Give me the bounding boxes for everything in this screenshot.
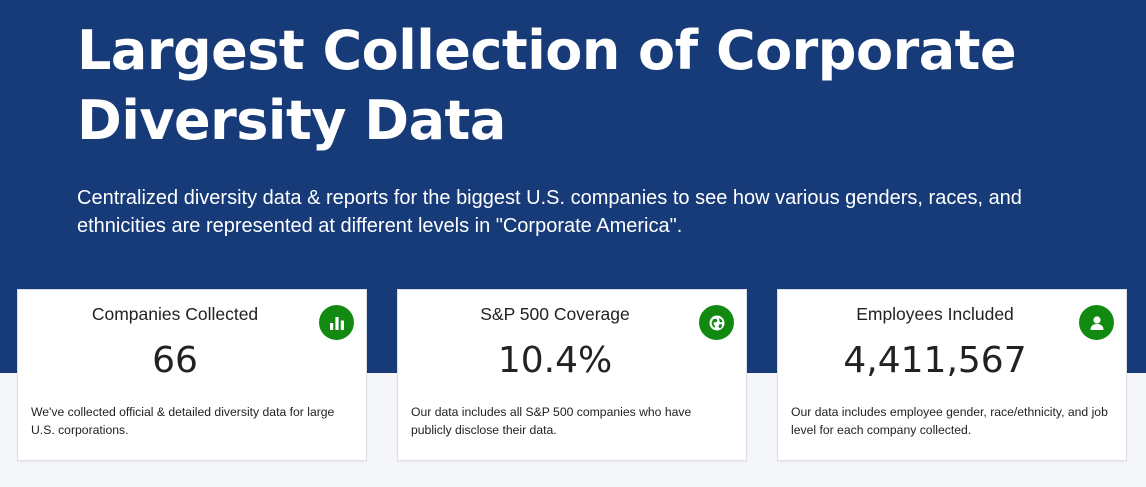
user-icon xyxy=(1079,305,1114,340)
stat-card-description: Our data includes employee gender, race/… xyxy=(791,405,1108,437)
stat-card-companies: Companies Collected 66 We've collected o… xyxy=(17,289,367,461)
stat-card-value: 10.4% xyxy=(497,340,613,381)
stat-card-description: We've collected official & detailed dive… xyxy=(31,405,335,437)
stat-card-label: Companies Collected xyxy=(91,304,259,324)
stat-card-label: S&P 500 Coverage xyxy=(480,304,630,324)
stat-card-value: 4,411,567 xyxy=(843,340,1027,381)
stat-card-value: 66 xyxy=(152,340,198,381)
globe-icon xyxy=(699,305,734,340)
page-title: Largest Collection of Corporate Diversit… xyxy=(77,19,1017,152)
stat-card-employees: Employees Included 4,411,567 Our data in… xyxy=(777,289,1127,461)
stat-card-sp500: S&P 500 Coverage 10.4% Our data includes… xyxy=(397,289,747,461)
bar-chart-icon xyxy=(319,305,354,340)
stat-card-description: Our data includes all S&P 500 companies … xyxy=(411,405,692,437)
page-subtitle: Centralized diversity data & reports for… xyxy=(77,187,1022,237)
stat-card-label: Employees Included xyxy=(856,304,1014,324)
